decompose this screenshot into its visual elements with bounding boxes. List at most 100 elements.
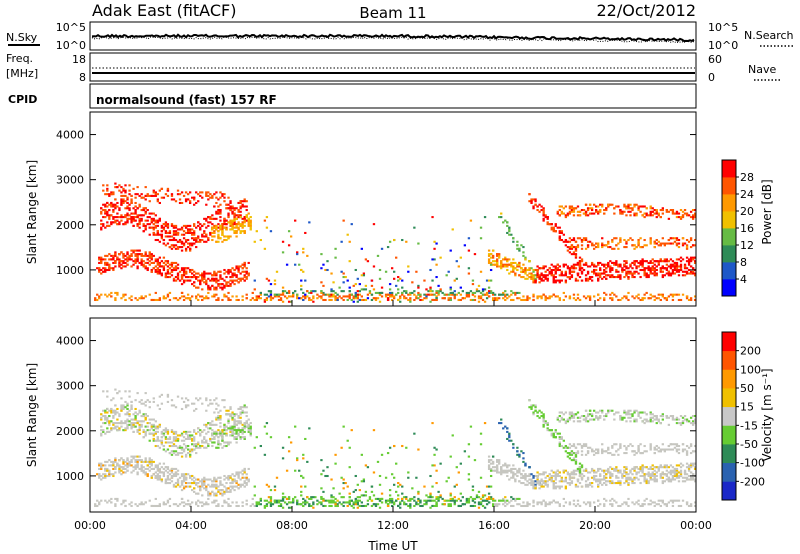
power-cell bbox=[166, 276, 170, 279]
velocity-cell bbox=[217, 503, 220, 506]
velocity-cell bbox=[186, 434, 190, 437]
power-cell bbox=[184, 297, 188, 300]
power-cell bbox=[166, 187, 170, 190]
power-cell bbox=[487, 295, 491, 298]
velocity-cell bbox=[166, 432, 170, 435]
power-cell bbox=[180, 228, 184, 231]
power-cell bbox=[532, 274, 535, 277]
power-cell bbox=[269, 297, 273, 300]
power-cell bbox=[574, 279, 578, 282]
velocity-cell bbox=[144, 473, 147, 476]
power-cell bbox=[158, 268, 161, 272]
power-cell bbox=[502, 258, 505, 261]
velocity-cell bbox=[201, 439, 204, 442]
velocity-cell bbox=[170, 429, 174, 432]
velocity-cell bbox=[219, 492, 222, 495]
power-cell bbox=[558, 297, 561, 300]
velocity-cell bbox=[245, 422, 248, 425]
power-cell bbox=[166, 260, 170, 263]
power-cell bbox=[568, 247, 572, 250]
power-cell bbox=[352, 300, 355, 303]
velocity-cell bbox=[237, 427, 240, 430]
velocity-cell bbox=[322, 504, 325, 508]
velocity-cell bbox=[419, 501, 422, 504]
velocity-cell bbox=[118, 471, 121, 474]
velocity-cell bbox=[130, 464, 133, 467]
velocity-cell bbox=[205, 478, 208, 481]
power-cell bbox=[378, 293, 382, 296]
power-cell bbox=[651, 295, 654, 298]
power-cell bbox=[653, 242, 656, 245]
power-cell bbox=[231, 295, 234, 298]
power-cell bbox=[570, 205, 574, 208]
power-cell bbox=[229, 284, 232, 287]
power-cell bbox=[514, 293, 517, 296]
power-cell bbox=[174, 231, 178, 234]
power-cell bbox=[619, 298, 622, 302]
power-cell bbox=[532, 205, 535, 208]
power-cell bbox=[320, 267, 323, 270]
power-cell bbox=[675, 265, 679, 268]
velocity-cell bbox=[223, 474, 226, 478]
velocity-cell bbox=[122, 406, 125, 409]
power-cell bbox=[195, 297, 198, 300]
power-cell bbox=[386, 297, 390, 300]
power-cell bbox=[651, 267, 654, 270]
velocity-cell bbox=[152, 439, 155, 442]
velocity-cell bbox=[114, 459, 117, 462]
power-cell bbox=[148, 233, 151, 236]
velocity-cell bbox=[223, 406, 226, 409]
velocity-cell bbox=[243, 411, 246, 414]
velocity-cell bbox=[407, 504, 410, 508]
power-cell bbox=[554, 265, 557, 268]
power-cell bbox=[550, 295, 553, 298]
power-cell bbox=[370, 298, 374, 302]
power-cell bbox=[425, 295, 428, 298]
power-cell bbox=[237, 267, 240, 270]
power-cell bbox=[639, 298, 642, 302]
power-cell bbox=[372, 223, 376, 226]
power-cell bbox=[500, 265, 503, 268]
power-cell bbox=[106, 184, 109, 187]
power-cell bbox=[437, 291, 440, 294]
velocity-cell bbox=[227, 443, 230, 446]
power-cell bbox=[399, 277, 402, 280]
velocity-cell bbox=[368, 497, 372, 500]
power-cell bbox=[211, 214, 214, 217]
power-cell bbox=[104, 209, 107, 212]
velocity-cell bbox=[237, 432, 240, 435]
power-cell bbox=[221, 233, 224, 236]
power-cell bbox=[114, 219, 117, 222]
power-cell bbox=[170, 274, 174, 277]
power-cell bbox=[259, 293, 262, 296]
power-cell bbox=[572, 253, 576, 256]
velocity-cell bbox=[124, 406, 127, 409]
velocity-cell bbox=[225, 489, 228, 492]
velocity-cell bbox=[170, 450, 174, 453]
power-cell bbox=[584, 279, 588, 282]
power-cell bbox=[685, 238, 689, 242]
power-cell bbox=[508, 263, 511, 266]
power-cell bbox=[182, 230, 186, 233]
velocity-cell bbox=[195, 446, 198, 449]
power-cell bbox=[215, 217, 218, 220]
power-cell bbox=[231, 210, 234, 213]
power-cell bbox=[633, 214, 636, 217]
velocity-cell bbox=[227, 420, 230, 423]
power-cell bbox=[245, 293, 248, 296]
velocity-cell bbox=[227, 503, 230, 506]
power-cell bbox=[435, 297, 438, 300]
power-cell bbox=[615, 261, 618, 264]
power-cell bbox=[207, 284, 210, 287]
velocity-cell bbox=[158, 446, 161, 449]
power-cell bbox=[275, 293, 279, 296]
velocity-cell bbox=[584, 503, 588, 506]
power-cell bbox=[225, 219, 228, 222]
power-cell bbox=[437, 284, 440, 287]
power-cell bbox=[649, 297, 652, 300]
power-cell bbox=[625, 261, 628, 264]
power-cell bbox=[566, 249, 570, 252]
power-cell bbox=[576, 205, 580, 208]
power-cell bbox=[378, 268, 382, 272]
velocity-cell bbox=[126, 464, 129, 467]
